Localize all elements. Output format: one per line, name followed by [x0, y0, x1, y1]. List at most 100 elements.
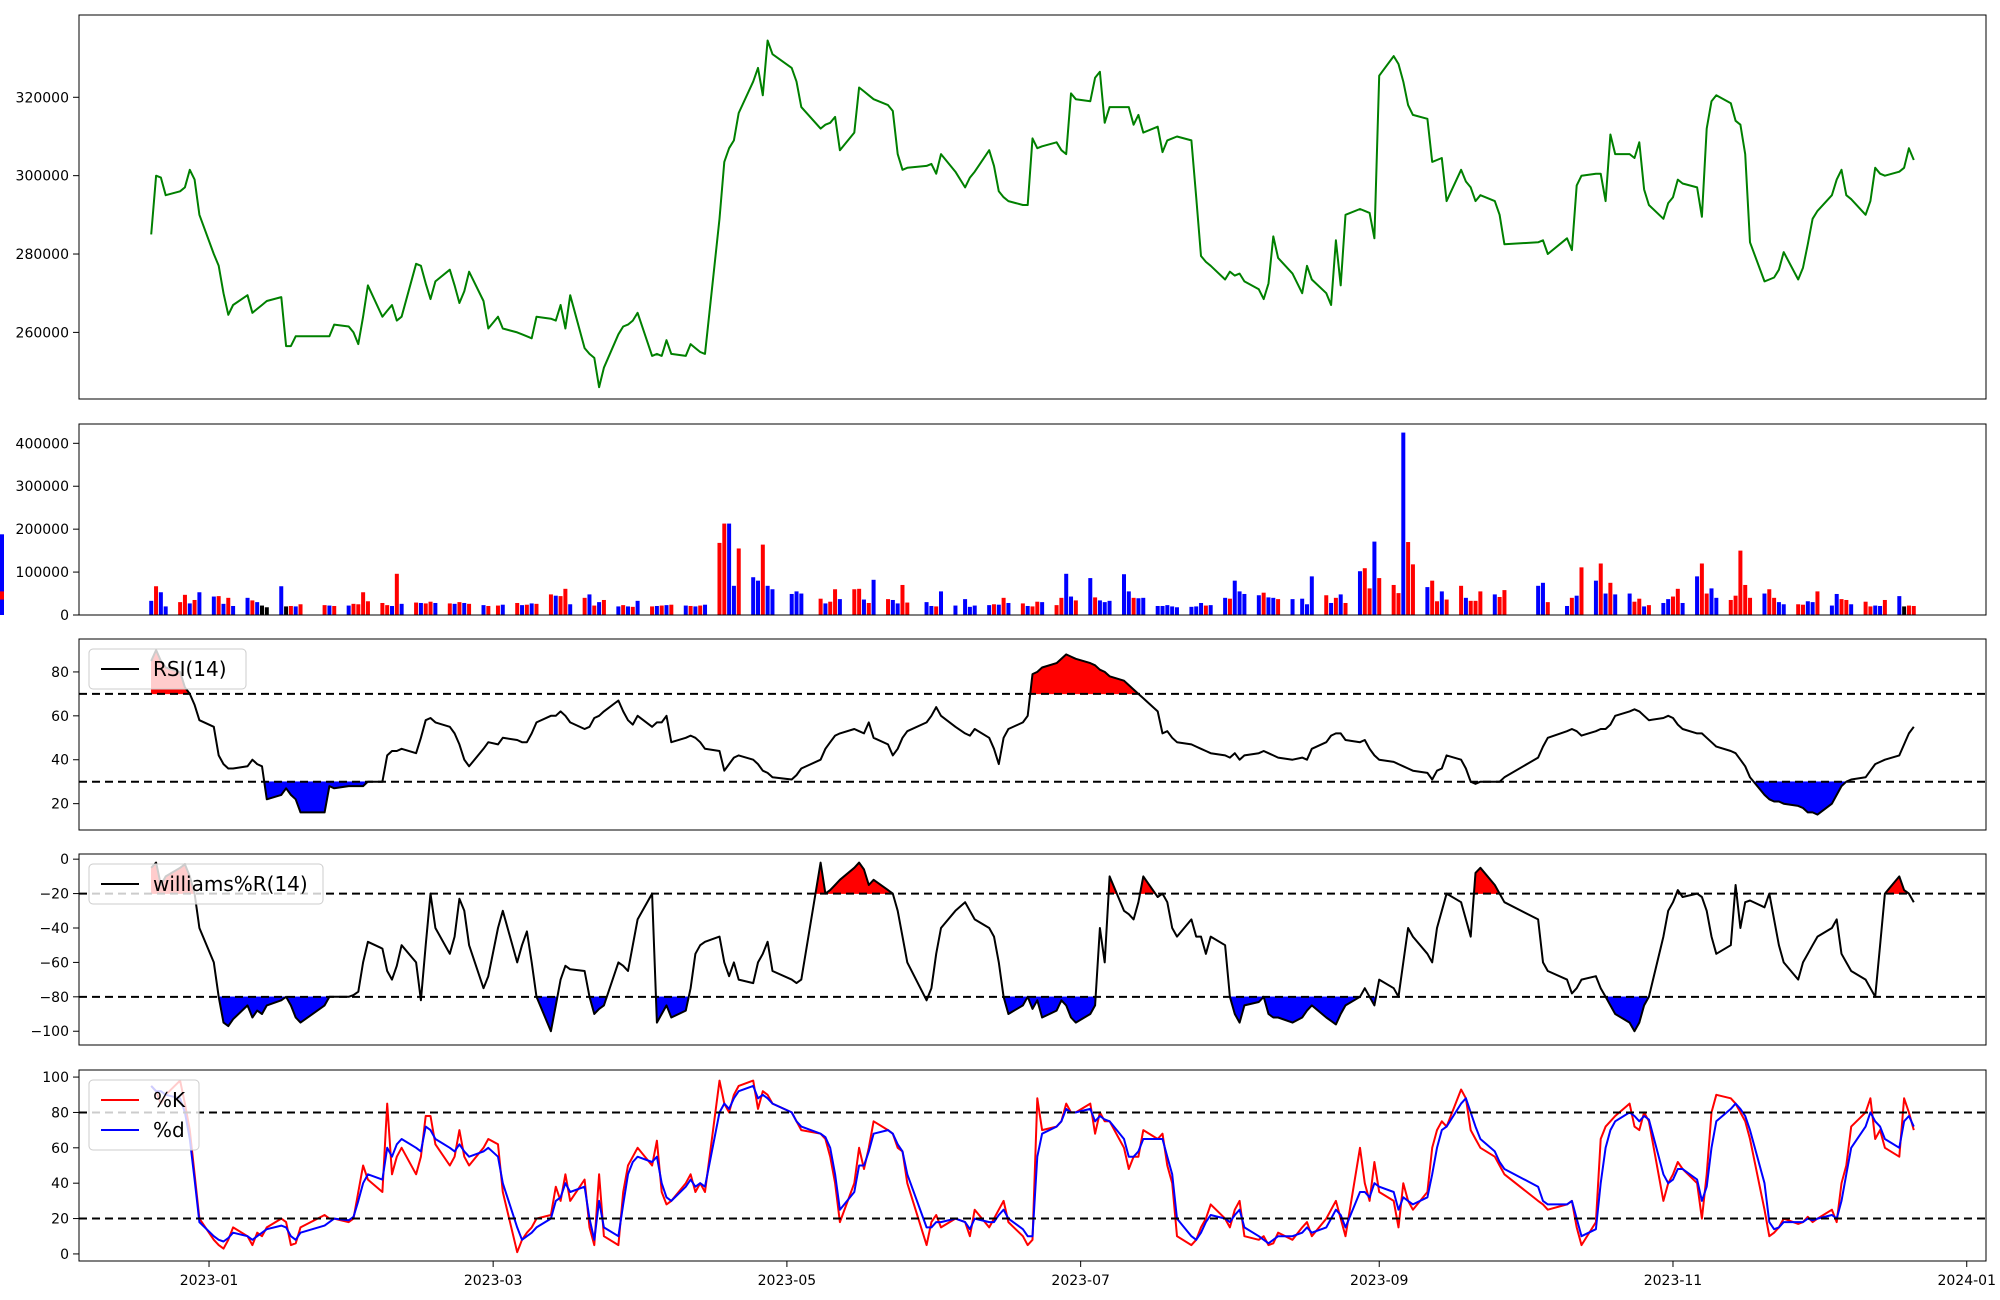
axes-frame [78, 14, 1987, 400]
volume-bar [799, 593, 804, 615]
axes-frame [78, 1069, 1987, 1262]
oversold-fill [218, 996, 1650, 1033]
volume-bar [259, 605, 264, 615]
volume-bar [356, 604, 361, 615]
volume-bar [1338, 594, 1343, 615]
volume-bar [1478, 591, 1483, 615]
x-tick-label: 2023-03 [464, 1273, 523, 1289]
volume-bar [293, 606, 298, 615]
volume-bar [929, 605, 934, 615]
volume-bar [346, 605, 351, 615]
volume-bar [1276, 599, 1281, 615]
rsi-line [150, 649, 1915, 816]
volume-bar [1266, 597, 1271, 615]
y-tick-label: −100 [31, 1024, 69, 1040]
volume-bar [987, 605, 992, 615]
volume-bar [1776, 602, 1781, 615]
volume-bar [722, 523, 727, 615]
volume-bar [1497, 596, 1502, 615]
volume-bar [1237, 591, 1242, 615]
y-tick-label: 40 [51, 753, 69, 769]
volume-bar [1637, 598, 1642, 615]
volume-bar [495, 605, 500, 615]
volume-bar [1271, 597, 1276, 615]
volume-bar [1810, 602, 1815, 615]
volume-bar [197, 592, 202, 615]
volume-bar [1035, 601, 1040, 615]
volume-bar [0, 599, 4, 615]
volume-bar [1141, 597, 1146, 615]
volume-bar [905, 602, 910, 615]
volume-bar [1093, 597, 1098, 615]
volume-bar [972, 605, 977, 615]
volume-bar [1396, 593, 1401, 615]
volume-bar [1333, 597, 1338, 615]
volume-bar [659, 605, 664, 615]
x-tick-label: 2023-05 [758, 1273, 817, 1289]
volume-bar [654, 605, 659, 615]
volume-bar [158, 592, 163, 615]
volume-bar [1121, 574, 1126, 615]
volume-bar [1155, 605, 1160, 615]
volume-bar [563, 588, 568, 615]
volume-bar [953, 605, 958, 615]
volume-bar [1603, 593, 1608, 615]
volume-bar [1136, 598, 1141, 615]
volume-bar [1444, 599, 1449, 615]
volume-bar [1208, 605, 1213, 615]
y-tick-label: 40 [51, 1176, 69, 1192]
volume-bar [789, 593, 794, 615]
x-tick-label: 2023-07 [1051, 1273, 1110, 1289]
volume-bar [1642, 606, 1647, 615]
volume-bar [1844, 599, 1849, 615]
volume-bar [520, 605, 525, 615]
volume-bar [1882, 599, 1887, 615]
volume-bar [515, 602, 520, 615]
volume-bar [452, 603, 457, 615]
volume-bar [1290, 599, 1295, 615]
volume-bar [1329, 602, 1334, 615]
volume-bar [996, 604, 1001, 615]
volume-bar [221, 603, 226, 615]
volume-bar [226, 597, 231, 615]
volume-bar [1868, 606, 1873, 615]
volume-bar [1815, 591, 1820, 615]
volume-bar [760, 544, 765, 615]
volume-bar [1502, 590, 1507, 615]
volume-bar [1064, 573, 1069, 615]
y-tick-label: 100000 [16, 565, 69, 581]
y-tick-label: 60 [51, 709, 69, 725]
volume-bar [886, 599, 891, 615]
volume-bar [178, 602, 183, 615]
volume-bar [1343, 602, 1348, 615]
volume-bar [650, 606, 655, 615]
volume-bar [1709, 588, 1714, 615]
volume-bar [587, 594, 592, 615]
volume-bar [770, 589, 775, 615]
volume-bar [1632, 601, 1637, 615]
volume-bar [625, 606, 630, 615]
volume-bar [934, 606, 939, 615]
volume-bar [462, 602, 467, 615]
x-tick-label: 2023-09 [1350, 1273, 1409, 1289]
volume-bar [1680, 602, 1685, 615]
volume-bar [1199, 602, 1204, 615]
volume-bar [322, 605, 327, 615]
volume-bar [688, 605, 693, 615]
volume-bar [486, 605, 491, 615]
volume-bar [756, 580, 761, 615]
volume-bar [924, 602, 929, 615]
volume-bar [250, 600, 255, 615]
volume-bar [1670, 596, 1675, 615]
volume-bar [963, 599, 968, 615]
volume-bar [1459, 585, 1464, 615]
volume-bar [1304, 604, 1309, 615]
volume-bar [529, 603, 534, 615]
volume-bar [967, 606, 972, 615]
volume-bar [698, 605, 703, 615]
volume-bar [1762, 593, 1767, 615]
volume-bar [1261, 592, 1266, 615]
volume-bar [500, 604, 505, 615]
volume-bar [861, 599, 866, 615]
volume-bar [558, 596, 563, 615]
